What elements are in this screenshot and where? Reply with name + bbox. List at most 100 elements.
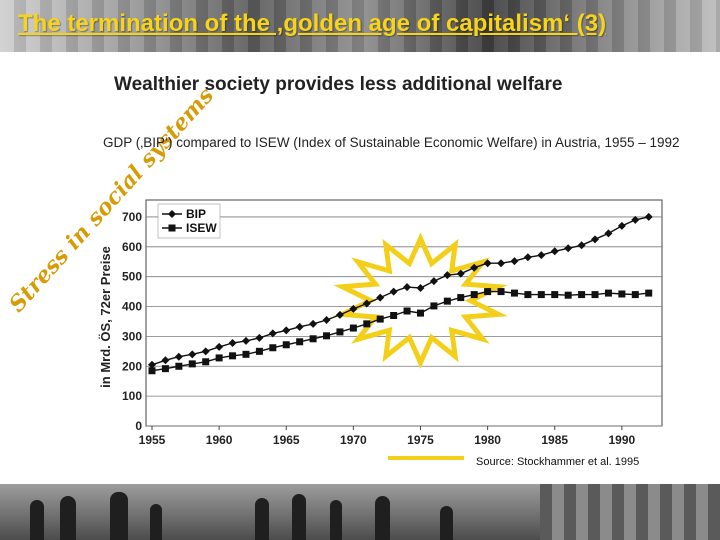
footer-photo-band xyxy=(0,484,720,540)
data-point-isew xyxy=(215,354,223,362)
y-tick-label: 200 xyxy=(122,359,142,373)
data-point-bip xyxy=(483,259,492,268)
header-photo-band xyxy=(0,0,720,52)
x-tick-label: 1960 xyxy=(206,433,233,447)
data-point-bip xyxy=(349,304,358,313)
data-point-isew xyxy=(631,291,639,299)
data-point-isew xyxy=(537,291,545,299)
data-point-isew xyxy=(618,290,626,298)
data-point-isew xyxy=(443,297,451,305)
data-point-isew xyxy=(175,362,183,370)
data-point-bip xyxy=(148,360,156,369)
data-point-isew xyxy=(497,288,505,296)
x-tick-label: 1980 xyxy=(474,433,501,447)
data-point-isew xyxy=(645,289,653,297)
y-tick-label: 500 xyxy=(122,270,142,284)
legend-label: BIP xyxy=(186,207,206,221)
y-tick-label: 100 xyxy=(122,389,142,403)
legend-marker xyxy=(168,210,176,218)
data-point-bip xyxy=(309,319,318,328)
y-tick-label: 600 xyxy=(122,240,142,254)
slide-subtitle: Wealthier society provides less addition… xyxy=(114,74,563,95)
data-point-isew xyxy=(484,288,492,296)
data-point-isew xyxy=(470,291,478,299)
data-point-bip xyxy=(456,269,465,278)
data-point-bip xyxy=(537,251,546,260)
data-point-isew xyxy=(161,365,169,373)
data-point-isew xyxy=(336,328,344,336)
data-point-isew xyxy=(229,352,237,360)
data-point-isew xyxy=(282,341,290,349)
data-point-isew xyxy=(564,291,572,299)
data-point-isew xyxy=(296,338,304,346)
data-point-isew xyxy=(323,332,331,340)
data-point-bip xyxy=(295,322,304,331)
data-point-isew xyxy=(457,294,465,302)
data-point-bip xyxy=(617,221,626,230)
data-point-bip xyxy=(322,315,331,324)
data-point-bip xyxy=(564,244,573,253)
data-point-isew xyxy=(604,289,612,297)
x-tick-label: 1990 xyxy=(609,433,636,447)
legend-marker xyxy=(168,224,176,232)
data-point-bip xyxy=(550,247,559,256)
data-point-bip xyxy=(510,257,519,266)
y-tick-label: 700 xyxy=(122,210,142,224)
x-tick-label: 1985 xyxy=(541,433,568,447)
data-point-bip xyxy=(416,284,425,293)
data-point-bip xyxy=(174,352,183,361)
data-point-isew xyxy=(524,291,532,299)
data-point-bip xyxy=(255,333,264,342)
y-tick-label: 400 xyxy=(122,300,142,314)
data-point-bip xyxy=(577,241,586,250)
data-point-bip xyxy=(604,229,613,238)
chart-area: 0 100 200 300 400 500 600 700 1955 1960 1965 1970 19… xyxy=(96,196,674,474)
x-tick-label: 1965 xyxy=(273,433,300,447)
data-point-bip xyxy=(523,253,532,262)
data-point-bip xyxy=(389,287,398,296)
data-point-bip xyxy=(215,342,224,351)
data-point-isew xyxy=(578,291,586,299)
data-point-isew xyxy=(591,291,599,299)
data-point-bip xyxy=(470,263,479,272)
data-point-isew xyxy=(416,309,424,317)
data-point-bip xyxy=(362,299,371,308)
data-point-bip xyxy=(644,212,653,221)
data-point-isew xyxy=(390,311,398,319)
data-point-bip xyxy=(282,326,291,335)
source-text: Source: Stockhammer et al. 1995 xyxy=(476,456,640,468)
data-point-isew xyxy=(510,289,518,297)
source-underline xyxy=(388,456,464,460)
y-axis-label: in Mrd. ÖS, 72er Preise xyxy=(98,246,113,388)
x-tick-label: 1970 xyxy=(340,433,367,447)
data-point-isew xyxy=(403,307,411,315)
data-point-bip xyxy=(228,338,237,347)
data-point-bip xyxy=(161,356,170,365)
data-point-isew xyxy=(430,302,438,310)
data-point-isew xyxy=(202,358,210,366)
data-point-isew xyxy=(269,344,277,352)
data-point-isew xyxy=(551,291,559,299)
slide-title: The termination of the ‚golden age of ca… xyxy=(18,10,607,37)
line-chart: 0 100 200 300 400 500 600 700 1955 1960 1965 1970 19… xyxy=(98,199,663,447)
highlight-starburst xyxy=(333,232,508,369)
data-point-bip xyxy=(376,293,385,302)
data-point-bip xyxy=(429,277,438,286)
data-point-bip xyxy=(201,347,210,356)
data-point-bip xyxy=(497,259,506,268)
data-point-bip xyxy=(188,350,197,359)
data-point-bip xyxy=(443,271,452,280)
data-point-isew xyxy=(363,320,371,328)
data-point-isew xyxy=(349,324,357,332)
data-point-bip xyxy=(631,215,640,224)
chart-description: GDP (‚BIP‘) compared to ISEW (Index of S… xyxy=(103,135,680,150)
data-point-isew xyxy=(148,367,156,375)
data-point-bip xyxy=(591,235,600,244)
y-tick-label: 0 xyxy=(135,419,142,433)
data-point-isew xyxy=(255,347,263,355)
data-point-isew xyxy=(242,350,250,358)
x-tick-label: 1955 xyxy=(139,433,166,447)
y-tick-label: 300 xyxy=(122,329,142,343)
data-point-isew xyxy=(188,360,196,368)
data-point-bip xyxy=(268,329,277,338)
